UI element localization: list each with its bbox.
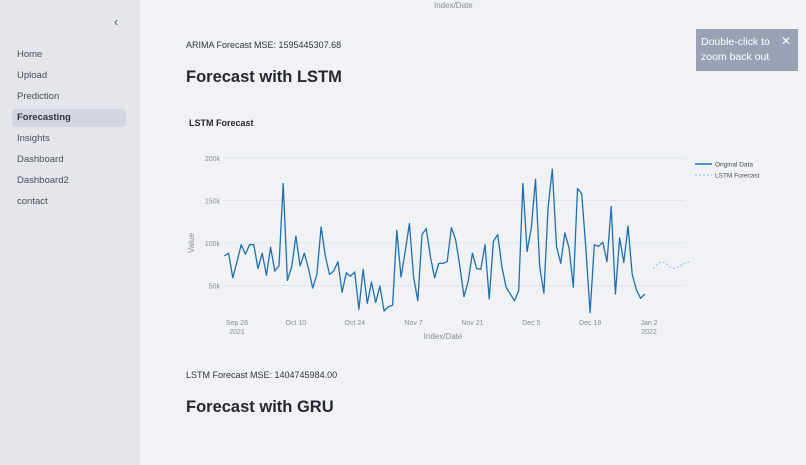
x-tick-label: Nov 21: [461, 320, 483, 327]
sidebar-item-prediction[interactable]: Prediction: [17, 91, 60, 102]
x-tick-label: Oct 24: [344, 320, 365, 327]
x-tick-year-label: 2021: [229, 329, 245, 336]
chart-title: LSTM Forecast: [189, 118, 254, 128]
x-tick-label: Sep 26: [226, 320, 248, 327]
x-axis-label: Index/Date: [424, 332, 463, 341]
sidebar-item-dashboard2[interactable]: Dashboard2: [17, 175, 69, 186]
y-tick-label: 200k: [205, 156, 221, 163]
main-content: Index/Date ARIMA Forecast MSE: 159544530…: [140, 0, 806, 465]
y-tick-label: 50k: [209, 284, 221, 291]
sidebar: ‹ Home Upload Prediction Forecasting Ins…: [0, 0, 140, 465]
x-tick-label: Jan 2: [640, 320, 657, 327]
toast-text-line2: zoom back out: [701, 51, 770, 63]
sidebar-nav: Home Upload Prediction Forecasting Insig…: [12, 46, 126, 214]
close-icon[interactable]: ✕: [780, 34, 791, 48]
original-data-line: [224, 168, 646, 314]
sidebar-item-dashboard[interactable]: Dashboard: [17, 154, 64, 165]
lstm-forecast-line: [652, 261, 692, 270]
arima-mse-text: ARIMA Forecast MSE: 1595445307.68: [186, 40, 342, 50]
sidebar-item-insights[interactable]: Insights: [17, 133, 50, 144]
lstm-mse-text: LSTM Forecast MSE: 1404745984.00: [186, 370, 338, 380]
y-tick-label: 100k: [205, 241, 221, 248]
toast-text-line1: Double-click to: [701, 36, 770, 48]
collapse-sidebar-icon[interactable]: ‹: [113, 14, 119, 29]
zoom-hint-toast: Double-click to zoom back out ✕: [696, 29, 798, 71]
x-tick-label: Dec 19: [579, 320, 601, 327]
lstm-heading: Forecast with LSTM: [186, 68, 342, 86]
sidebar-item-contact[interactable]: contact: [17, 196, 48, 207]
previous-chart-x-axis-label: Index/Date: [434, 1, 473, 10]
x-tick-label: Oct 10: [286, 320, 307, 327]
x-tick-label: Nov 7: [404, 320, 422, 327]
y-axis-label: Value: [187, 233, 196, 253]
legend-forecast-label[interactable]: LSTM Forecast: [715, 173, 760, 180]
sidebar-item-home[interactable]: Home: [17, 49, 43, 60]
legend-original-label[interactable]: Original Data: [715, 162, 753, 169]
lstm-forecast-chart[interactable]: LSTM Forecast 50k 100k 150k 200k Value Sep 26…: [180, 110, 780, 350]
x-tick-label: Dec 5: [522, 320, 540, 327]
sidebar-item-upload[interactable]: Upload: [17, 70, 48, 81]
sidebar-item-forecasting[interactable]: Forecasting: [12, 109, 126, 127]
chart-plot-area[interactable]: 50k 100k 150k 200k Value Sep 26 2021 Oct 10 Oct …: [180, 110, 780, 350]
gru-heading: Forecast with GRU: [186, 398, 334, 416]
y-tick-label: 150k: [205, 199, 221, 206]
x-tick-year-label: 2022: [641, 329, 657, 336]
